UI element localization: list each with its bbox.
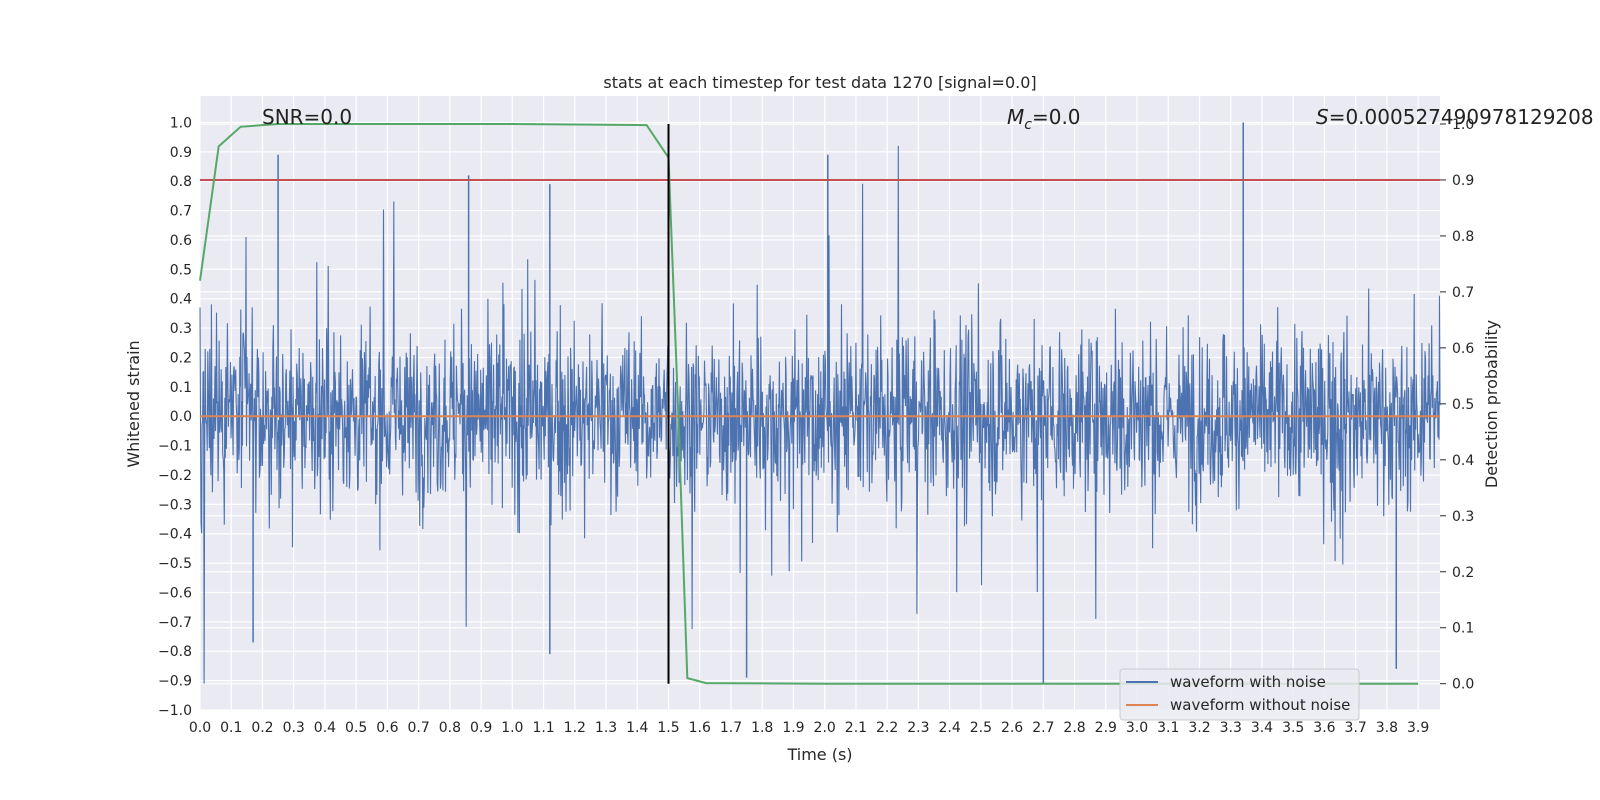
x-tick-label: 2.0 [814, 720, 836, 736]
y-tick-label: −0.6 [158, 585, 192, 601]
x-tick-label: 0.5 [345, 720, 367, 736]
noise-trace [199, 145, 1441, 684]
y-axis-label: Whitened strain [124, 340, 143, 467]
x-tick-label: 2.9 [1095, 720, 1117, 736]
y-tick-label: 0.1 [170, 380, 192, 396]
snr-annotation: SNR=0.0 [262, 105, 352, 129]
y-tick-label: 0.5 [170, 262, 192, 278]
waveform-with-noise-series [199, 122, 1441, 684]
x-tick-label: 0.7 [408, 720, 430, 736]
y-tick-label: −0.1 [158, 439, 192, 455]
x-tick-label: 1.8 [751, 720, 773, 736]
y-tick-label: −0.8 [158, 644, 192, 660]
y2-tick-label: 0.0 [1452, 677, 1474, 693]
x-tick-label: 3.9 [1407, 720, 1429, 736]
y-tick-labels: −1.0 −0.9 −0.8 −0.7 −0.6 −0.5 −0.4 −0.3 −0.2 −0.1… [158, 115, 192, 719]
x-tick-labels: 0.0 0.1 0.2 0.3 0.4 0.5 0.6 0.7 0.8 0.9 1.0 1.1 1.2 1… [189, 720, 1429, 736]
x-tick-label: 1.9 [782, 720, 804, 736]
x-tick-label: 0.9 [470, 720, 492, 736]
x-tick-label: 2.6 [1001, 720, 1023, 736]
x-tick-label: 3.3 [1220, 720, 1242, 736]
y-tick-label: 1.0 [170, 115, 192, 131]
x-tick-label: 3.0 [1126, 720, 1148, 736]
x-tick-label: 2.3 [907, 720, 929, 736]
y-tick-label: −1.0 [158, 703, 192, 719]
y-tick-label: 0.8 [170, 174, 192, 190]
s-annotation: S=0.000527490978129208 [1316, 105, 1594, 129]
x-tick-label: 3.8 [1376, 720, 1398, 736]
x-tick-label: 3.2 [1188, 720, 1210, 736]
y-tick-label: −0.4 [158, 527, 192, 543]
y-tick-label: −0.3 [158, 497, 192, 513]
x-tick-label: 0.4 [314, 720, 336, 736]
x-tick-label: 0.3 [283, 720, 305, 736]
y-tick-label: 0.3 [170, 321, 192, 337]
y-tick-label: 0.7 [170, 204, 192, 220]
y2-tick-label: 0.7 [1452, 285, 1474, 301]
x-tick-label: 2.5 [970, 720, 992, 736]
chirp-mass-annotation: Mc=0.0 [1007, 105, 1081, 133]
x-tick-label: 2.1 [845, 720, 867, 736]
x-tick-label: 1.6 [689, 720, 711, 736]
x-tick-label: 1.5 [657, 720, 679, 736]
y-tick-label: 0.0 [170, 409, 192, 425]
y-tick-label: 0.9 [170, 145, 192, 161]
x-tick-label: 2.7 [1032, 720, 1054, 736]
detection-probability-line [199, 123, 1419, 685]
x-tick-label: 3.1 [1157, 720, 1179, 736]
x-tick-label: 3.4 [1251, 720, 1273, 736]
y-tick-label: −0.5 [158, 556, 192, 572]
x-tick-label: 0.0 [189, 720, 211, 736]
x-tick-label: 1.2 [564, 720, 586, 736]
legend-label-clean: waveform without noise [1170, 696, 1350, 714]
legend-label-noise: waveform with noise [1170, 673, 1326, 691]
y2-tick-label: 0.6 [1452, 341, 1474, 357]
y-tick-label: 0.2 [170, 350, 192, 366]
x-axis-label: Time (s) [786, 745, 852, 764]
y2-tick-label: 0.5 [1452, 397, 1474, 413]
y2-axis-label: Detection probability [1482, 320, 1501, 488]
x-tick-label: 3.5 [1282, 720, 1304, 736]
legend-box [1119, 668, 1360, 721]
y-tick-label: −0.2 [158, 468, 192, 484]
y2-tick-label: 0.1 [1452, 621, 1474, 637]
y2-tick-label: 0.9 [1452, 173, 1474, 189]
y2-tick-label: 0.4 [1452, 453, 1474, 469]
y2-tick-labels: 0.0 0.1 0.2 0.3 0.4 0.5 0.6 0.7 0.8 0.9 1.0 [1440, 117, 1474, 693]
x-tick-label: 0.8 [439, 720, 461, 736]
y2-tick-label: 0.8 [1452, 229, 1474, 245]
y2-tick-label: 0.3 [1452, 509, 1474, 525]
x-tick-label: 0.1 [220, 720, 242, 736]
x-tick-label: 3.6 [1313, 720, 1335, 736]
chart-title: stats at each timestep for test data 127… [603, 73, 1036, 92]
y-tick-label: 0.4 [170, 292, 192, 308]
y2-tick-label: 0.2 [1452, 565, 1474, 581]
y-tick-label: −0.9 [158, 674, 192, 690]
x-tick-label: 0.2 [251, 720, 273, 736]
x-tick-label: 2.4 [938, 720, 960, 736]
x-tick-label: 2.8 [1063, 720, 1085, 736]
legend: waveform with noise waveform without noi… [1119, 668, 1360, 721]
x-tick-label: 1.4 [626, 720, 648, 736]
x-tick-label: 0.6 [376, 720, 398, 736]
x-tick-label: 1.0 [501, 720, 523, 736]
y2-tick-label: 1.0 [1452, 117, 1474, 133]
x-tick-label: 1.1 [532, 720, 554, 736]
x-tick-label: 1.7 [720, 720, 742, 736]
x-tick-label: 3.7 [1345, 720, 1367, 736]
x-tick-label: 1.3 [595, 720, 617, 736]
x-tick-label: 2.2 [876, 720, 898, 736]
y-tick-label: 0.6 [170, 233, 192, 249]
y-tick-label: −0.7 [158, 615, 192, 631]
